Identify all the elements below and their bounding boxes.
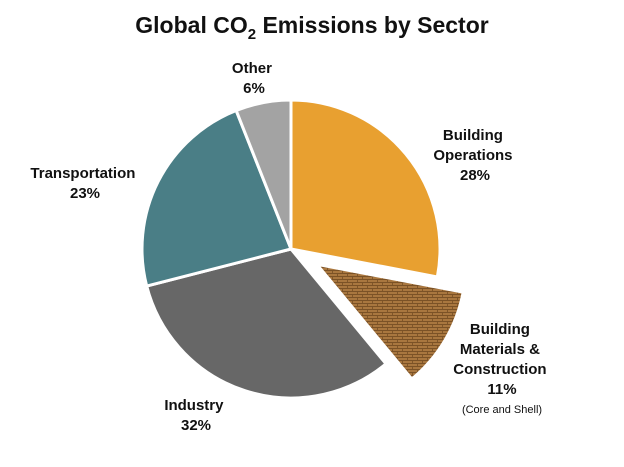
label-building-materials-line-1: Building xyxy=(470,321,530,338)
chart-title-subscript: 2 xyxy=(248,26,256,43)
label-industry-value: 32% xyxy=(181,417,211,434)
label-building-operations-line-2: Operations xyxy=(433,147,512,164)
label-building-materials-line-3: Construction xyxy=(453,361,546,378)
label-building-materials: Building Materials & Construction 11% xyxy=(453,321,551,398)
label-industry-line-1: Industry xyxy=(164,397,224,414)
label-transportation-line-1: Transportation xyxy=(30,165,135,182)
chart-title-rest: Emissions by Sector xyxy=(256,12,489,38)
label-other-value: 6% xyxy=(243,80,265,97)
chart-title-main: Global CO xyxy=(135,12,247,38)
pie-slice-building-operations xyxy=(289,98,442,279)
label-other-line-1: Other xyxy=(232,60,272,77)
label-building-operations-value: 28% xyxy=(460,167,490,184)
pie-slice-building-materials-construction xyxy=(315,262,465,381)
label-building-materials-line-2: Materials & xyxy=(460,341,540,358)
pie-slice-transportation xyxy=(140,108,293,288)
pie-slice-industry xyxy=(145,247,388,400)
label-building-materials-value: 11% xyxy=(487,381,516,398)
pie-slice-other xyxy=(234,98,293,251)
chart-title: Global CO2 Emissions by Sector xyxy=(135,12,488,43)
pie-slices xyxy=(140,98,465,400)
label-other: Other 6% xyxy=(232,60,276,97)
label-industry: Industry 32% xyxy=(164,397,227,434)
label-transportation: Transportation 23% xyxy=(30,165,139,202)
label-transportation-value: 23% xyxy=(70,185,100,202)
label-building-materials-note: (Core and Shell) xyxy=(462,404,542,416)
label-building-operations: Building Operations 28% xyxy=(433,127,516,184)
label-building-operations-line-1: Building xyxy=(443,127,503,144)
